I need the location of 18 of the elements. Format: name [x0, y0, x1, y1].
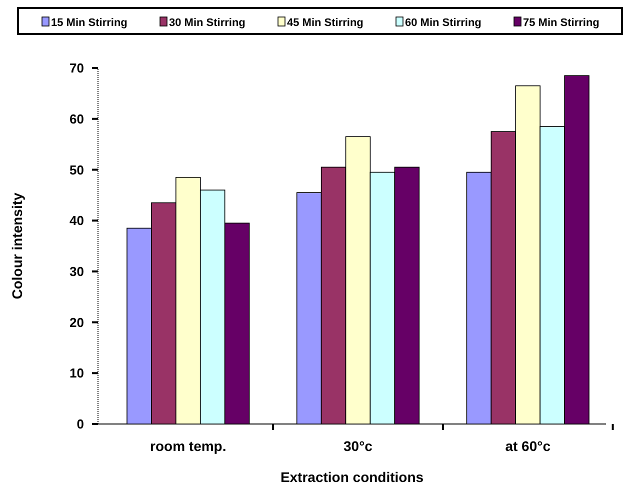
- x-tick-label: at 60°c: [505, 438, 551, 454]
- legend-label: 45 Min Stirring: [287, 17, 364, 29]
- y-tick-label: 50: [70, 162, 84, 178]
- x-axis-title: Extraction conditions: [280, 469, 424, 485]
- y-tick-label: 70: [70, 60, 84, 76]
- y-tick-label: 30: [70, 264, 84, 279]
- y-tick-label: 20: [70, 314, 84, 330]
- legend-label: 75 Min Stirring: [523, 17, 600, 29]
- y-axis-title: Colour intensity: [9, 192, 25, 300]
- x-tick-label: room temp.: [150, 438, 226, 454]
- y-tick-label: 40: [70, 213, 84, 228]
- x-tick-label: 30°c: [344, 438, 373, 454]
- legend-label: 30 Min Stirring: [169, 17, 246, 29]
- y-tick-label: 0: [76, 416, 84, 432]
- y-tick-label: 60: [70, 111, 84, 126]
- y-tick-label: 10: [70, 366, 84, 381]
- legend-label: 60 Min Stirring: [405, 17, 482, 29]
- legend-label: 15 Min Stirring: [51, 17, 128, 29]
